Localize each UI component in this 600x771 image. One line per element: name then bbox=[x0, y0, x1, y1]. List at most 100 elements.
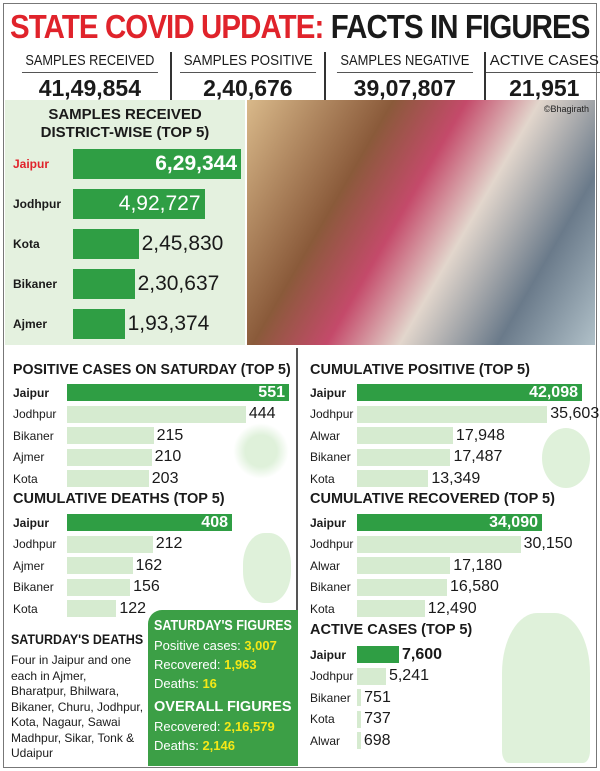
stat-active-cases: ACTIVE CASES 21,951 bbox=[485, 52, 600, 102]
masked-face-illustration bbox=[243, 533, 291, 603]
bar-value-label: 42,098 bbox=[529, 383, 578, 401]
bar-row: Bikaner 2,30,637 bbox=[5, 269, 295, 299]
bar-category-label: Kota bbox=[13, 237, 40, 251]
stats-row: SAMPLES RECEIVED 41,49,854 SAMPLES POSITI… bbox=[10, 50, 600, 104]
bar-category-label: Bikaner bbox=[310, 690, 351, 705]
bar-row: Kota 12,490 bbox=[302, 600, 592, 617]
bar-row: Alwar 17,948 bbox=[302, 427, 592, 444]
bar bbox=[357, 732, 361, 749]
sick-man-illustration bbox=[502, 613, 590, 763]
bar-value-label: 13,349 bbox=[431, 469, 481, 487]
bar bbox=[73, 189, 205, 219]
bar-category-label: Jodhpur bbox=[13, 537, 57, 551]
bar bbox=[357, 514, 542, 531]
bar bbox=[357, 578, 447, 596]
page-title: STATE COVID UPDATE: FACTS IN FIGURES bbox=[10, 8, 590, 45]
bar-value-label: 6,29,344 bbox=[155, 152, 237, 175]
bar-category-label: Alwar bbox=[310, 558, 341, 573]
bar bbox=[357, 405, 548, 423]
bar-value-label: 215 bbox=[156, 426, 184, 444]
bar-value-label: 30,150 bbox=[523, 535, 573, 552]
figures-box: SATURDAY'S FIGURES Positive cases: 3,007… bbox=[148, 610, 298, 766]
bar-category-label: Kota bbox=[13, 471, 38, 486]
bar-value-label: 4,92,727 bbox=[118, 192, 201, 215]
bar-value-label: 17,180 bbox=[453, 556, 503, 574]
bar-value-label: 35,603 bbox=[550, 405, 600, 422]
bar-category-label: Jodhpur bbox=[310, 669, 354, 683]
bar-row: Ajmer 1,93,374 bbox=[5, 309, 295, 339]
bar-category-label: Ajmer bbox=[13, 558, 45, 573]
masked-face-illustration bbox=[542, 428, 590, 488]
bar-row: Ajmer 162 bbox=[5, 557, 295, 574]
bar-row: Jodhpur 444 bbox=[5, 405, 295, 423]
bar-value-label: 17,487 bbox=[453, 448, 503, 465]
bar-category-label: Alwar bbox=[310, 428, 341, 443]
bar-value-label: 156 bbox=[133, 578, 160, 595]
bar-category-label: Alwar bbox=[310, 733, 341, 748]
bar bbox=[357, 470, 429, 487]
bar-value-label: 5,241 bbox=[388, 667, 429, 684]
bar-row: Bikaner 751 bbox=[302, 689, 592, 706]
bar-row: Bikaner 17,487 bbox=[302, 448, 592, 466]
bar-row: Kota 2,45,830 bbox=[5, 229, 295, 259]
bar bbox=[73, 229, 139, 259]
bar-value-label: 1,93,374 bbox=[127, 312, 210, 335]
bar bbox=[67, 578, 131, 596]
bar-category-label: Jodhpur bbox=[310, 537, 354, 551]
chart-title: SAMPLES RECEIVED DISTRICT-WISE (TOP 5) bbox=[40, 106, 210, 141]
bar-row: Jodhpur 35,603 bbox=[302, 405, 599, 423]
bar bbox=[73, 149, 241, 179]
bar-value-label: 34,090 bbox=[489, 513, 538, 531]
bar-row: Jodhpur 5,241 bbox=[302, 667, 592, 685]
stat-samples-received: SAMPLES RECEIVED 41,49,854 bbox=[10, 52, 172, 102]
bar-category-label: Ajmer bbox=[13, 450, 45, 464]
bar-value-label: 16,580 bbox=[449, 578, 499, 595]
bar-value-label: 2,30,637 bbox=[137, 272, 220, 295]
bar bbox=[73, 309, 125, 339]
saturday-deaths-title: SATURDAY'S DEATHS bbox=[11, 632, 144, 647]
frame bbox=[3, 3, 597, 768]
bar-row: Kota 203 bbox=[5, 470, 295, 487]
bar-row: Alwar 698 bbox=[302, 732, 592, 749]
bar bbox=[67, 384, 289, 401]
bar-row: Kota 13,349 bbox=[302, 470, 592, 487]
bar-row: Kota 737 bbox=[302, 710, 592, 728]
bar-category-label: Jodhpur bbox=[310, 407, 354, 421]
bar-value-label: 17,948 bbox=[455, 426, 505, 444]
bar-value-label: 203 bbox=[151, 469, 179, 487]
bar bbox=[357, 557, 451, 574]
bar-row: Bikaner 215 bbox=[5, 427, 295, 444]
bar bbox=[67, 600, 117, 617]
lower-section: POSITIVE CASES ON SATURDAY (TOP 5) Jaipu… bbox=[5, 348, 599, 766]
bar-category-label: Bikaner bbox=[310, 450, 351, 464]
bar-category-label: Jodhpur bbox=[13, 407, 57, 421]
chart-title: CUMULATIVE POSITIVE (TOP 5) bbox=[310, 362, 530, 378]
bar bbox=[357, 689, 362, 706]
bar bbox=[357, 384, 582, 401]
chart-title: CUMULATIVE RECOVERED (TOP 5) bbox=[310, 491, 555, 507]
bar bbox=[67, 535, 153, 553]
bar-category-label: Kota bbox=[310, 471, 335, 486]
bar-category-label: Jaipur bbox=[310, 647, 347, 662]
bar-row: Ajmer 210 bbox=[5, 448, 295, 466]
bar-row: Bikaner 156 bbox=[5, 578, 295, 596]
bar-category-label: Kota bbox=[13, 601, 38, 616]
bar-value-label: 7,600 bbox=[402, 645, 443, 663]
bar-row: Kota 122 bbox=[5, 600, 295, 617]
bar-value-label: 162 bbox=[135, 556, 163, 574]
bar-row: Jodhpur 30,150 bbox=[302, 535, 592, 553]
bar bbox=[67, 405, 246, 423]
bar bbox=[67, 470, 149, 487]
photo-jewellery-shop: ©Bhagirath bbox=[247, 100, 595, 345]
chart-title: ACTIVE CASES (TOP 5) bbox=[310, 622, 473, 638]
bar-value-label: 751 bbox=[364, 688, 391, 706]
bar-category-label: Jodhpur bbox=[13, 197, 61, 211]
bar-value-label: 698 bbox=[363, 731, 391, 749]
bar bbox=[67, 427, 154, 444]
left-column: POSITIVE CASES ON SATURDAY (TOP 5) Jaipu… bbox=[5, 348, 298, 766]
bar bbox=[357, 448, 451, 466]
bar-value-label: 737 bbox=[364, 710, 391, 727]
bar-row: Jaipur 408 bbox=[5, 514, 295, 531]
bar-row: Jaipur 7,600 bbox=[302, 646, 592, 663]
bar bbox=[357, 646, 399, 663]
